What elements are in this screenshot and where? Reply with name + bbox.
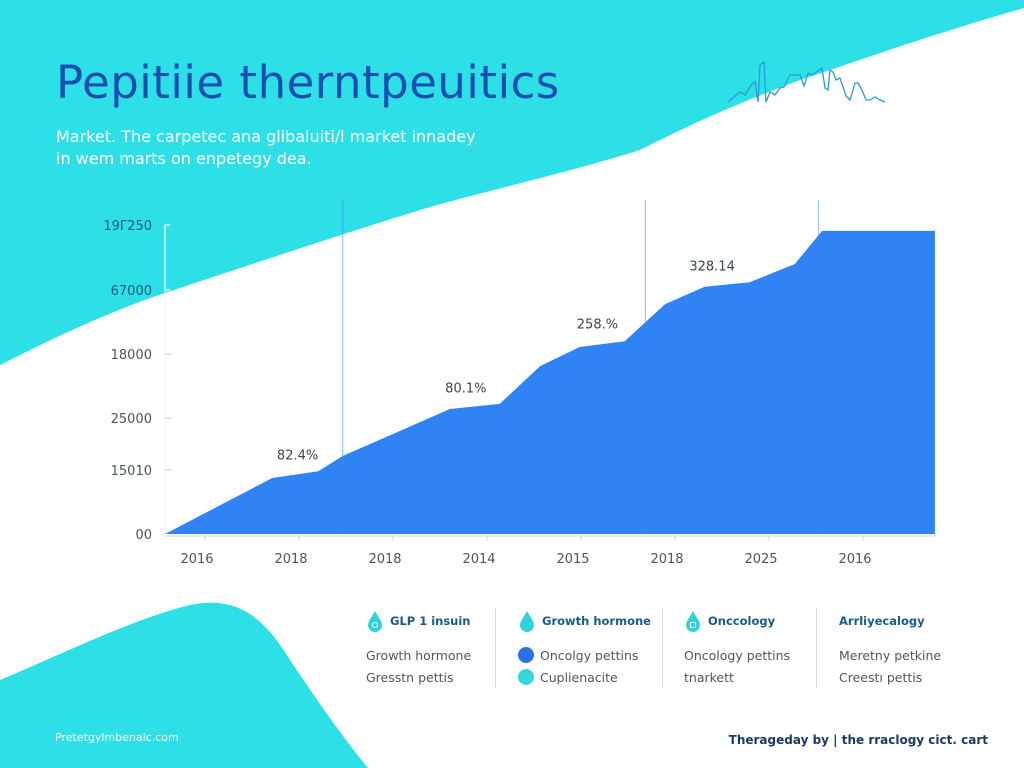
legend-heading: Growth hormone (542, 614, 651, 628)
legend-item: Creestı pettis (839, 669, 923, 685)
legend-item: Growth hormone (366, 647, 472, 663)
legend-divider (495, 608, 496, 688)
legend-divider (816, 608, 817, 688)
legend-item-label: Cuplienacite (540, 669, 618, 685)
area-series (165, 230, 935, 534)
drop-icon (686, 611, 700, 632)
legend-heading: GLP 1 insuin (390, 614, 471, 628)
x-tick-label: 2016 (180, 552, 213, 567)
x-tick-label: 2018 (274, 552, 307, 567)
decorative-sparkline-icon (727, 60, 886, 103)
bottom-cyan-blob (0, 602, 368, 768)
legend-item: Oncolgy pettins (518, 644, 668, 666)
y-tick-label: 18000 (111, 348, 152, 363)
x-tick-label: 2018 (650, 552, 683, 567)
data-label: 328.14 (689, 260, 735, 275)
legend-item-label: Oncolgy pettins (540, 647, 639, 663)
y-tick-label: 19Γ250 (103, 219, 152, 234)
data-label: 82.4% (277, 449, 318, 464)
x-tick-label: 2014 (462, 552, 495, 567)
legend-group-glp1: GLP 1 insuin Growth hormone Gresstn pett… (366, 608, 516, 688)
legend-item: Gresstn pettis (366, 669, 454, 685)
footer-website: Pretetgylmbenaic.com (55, 731, 179, 744)
y-axis-bracket (164, 224, 170, 291)
x-tick-label: 2016 (838, 552, 871, 567)
legend-item: tnarkett (684, 669, 734, 685)
legend-item: Oncology pettins (684, 647, 791, 663)
legend-heading: Onccology (708, 614, 776, 628)
drop-icon (520, 611, 534, 632)
legend-heading: Arrliyecalogy (839, 614, 925, 628)
page-subtitle: Market. The carpetec ana glibaluiti/l ma… (56, 127, 476, 168)
x-tick-label: 2025 (744, 552, 777, 567)
top-cyan-wave (0, 0, 1024, 365)
legend-group-arrliyecalogy: Arrliyecalogy Meretny petkine Creestı pe… (839, 608, 989, 688)
dark-blue-dot-icon (518, 647, 534, 663)
data-label: 258.% (577, 317, 618, 332)
x-tick-label: 2018 (368, 552, 401, 567)
area-chart: 2016 2018 2018 2014 2015 2018 2025 2016 00 15010 2… (103, 200, 935, 567)
x-tick-label: 2015 (556, 552, 589, 567)
footer-credit: Therageday by | the rraclogy cict. cart (728, 733, 988, 747)
drop-icon (368, 611, 382, 632)
page-title: Pepitiie therntpeuitics (56, 56, 560, 109)
legend-divider (662, 608, 663, 688)
data-label: 80.1% (445, 381, 486, 396)
legend-item: Meretny petkine (839, 647, 942, 663)
legend-group-growth-hormone: Growth hormone Oncolgy pettins Cuplienac… (518, 608, 668, 688)
y-tick-label: 00 (135, 528, 152, 543)
legend-group-oncology: Onccology Oncology pettins tnarkett (684, 608, 834, 688)
legend-item: Cuplienacite (518, 666, 668, 688)
y-tick-label: 67000 (111, 284, 152, 299)
y-tick-label: 15010 (111, 464, 152, 479)
cyan-dot-icon (518, 669, 534, 685)
y-tick-label: 25000 (111, 412, 152, 427)
